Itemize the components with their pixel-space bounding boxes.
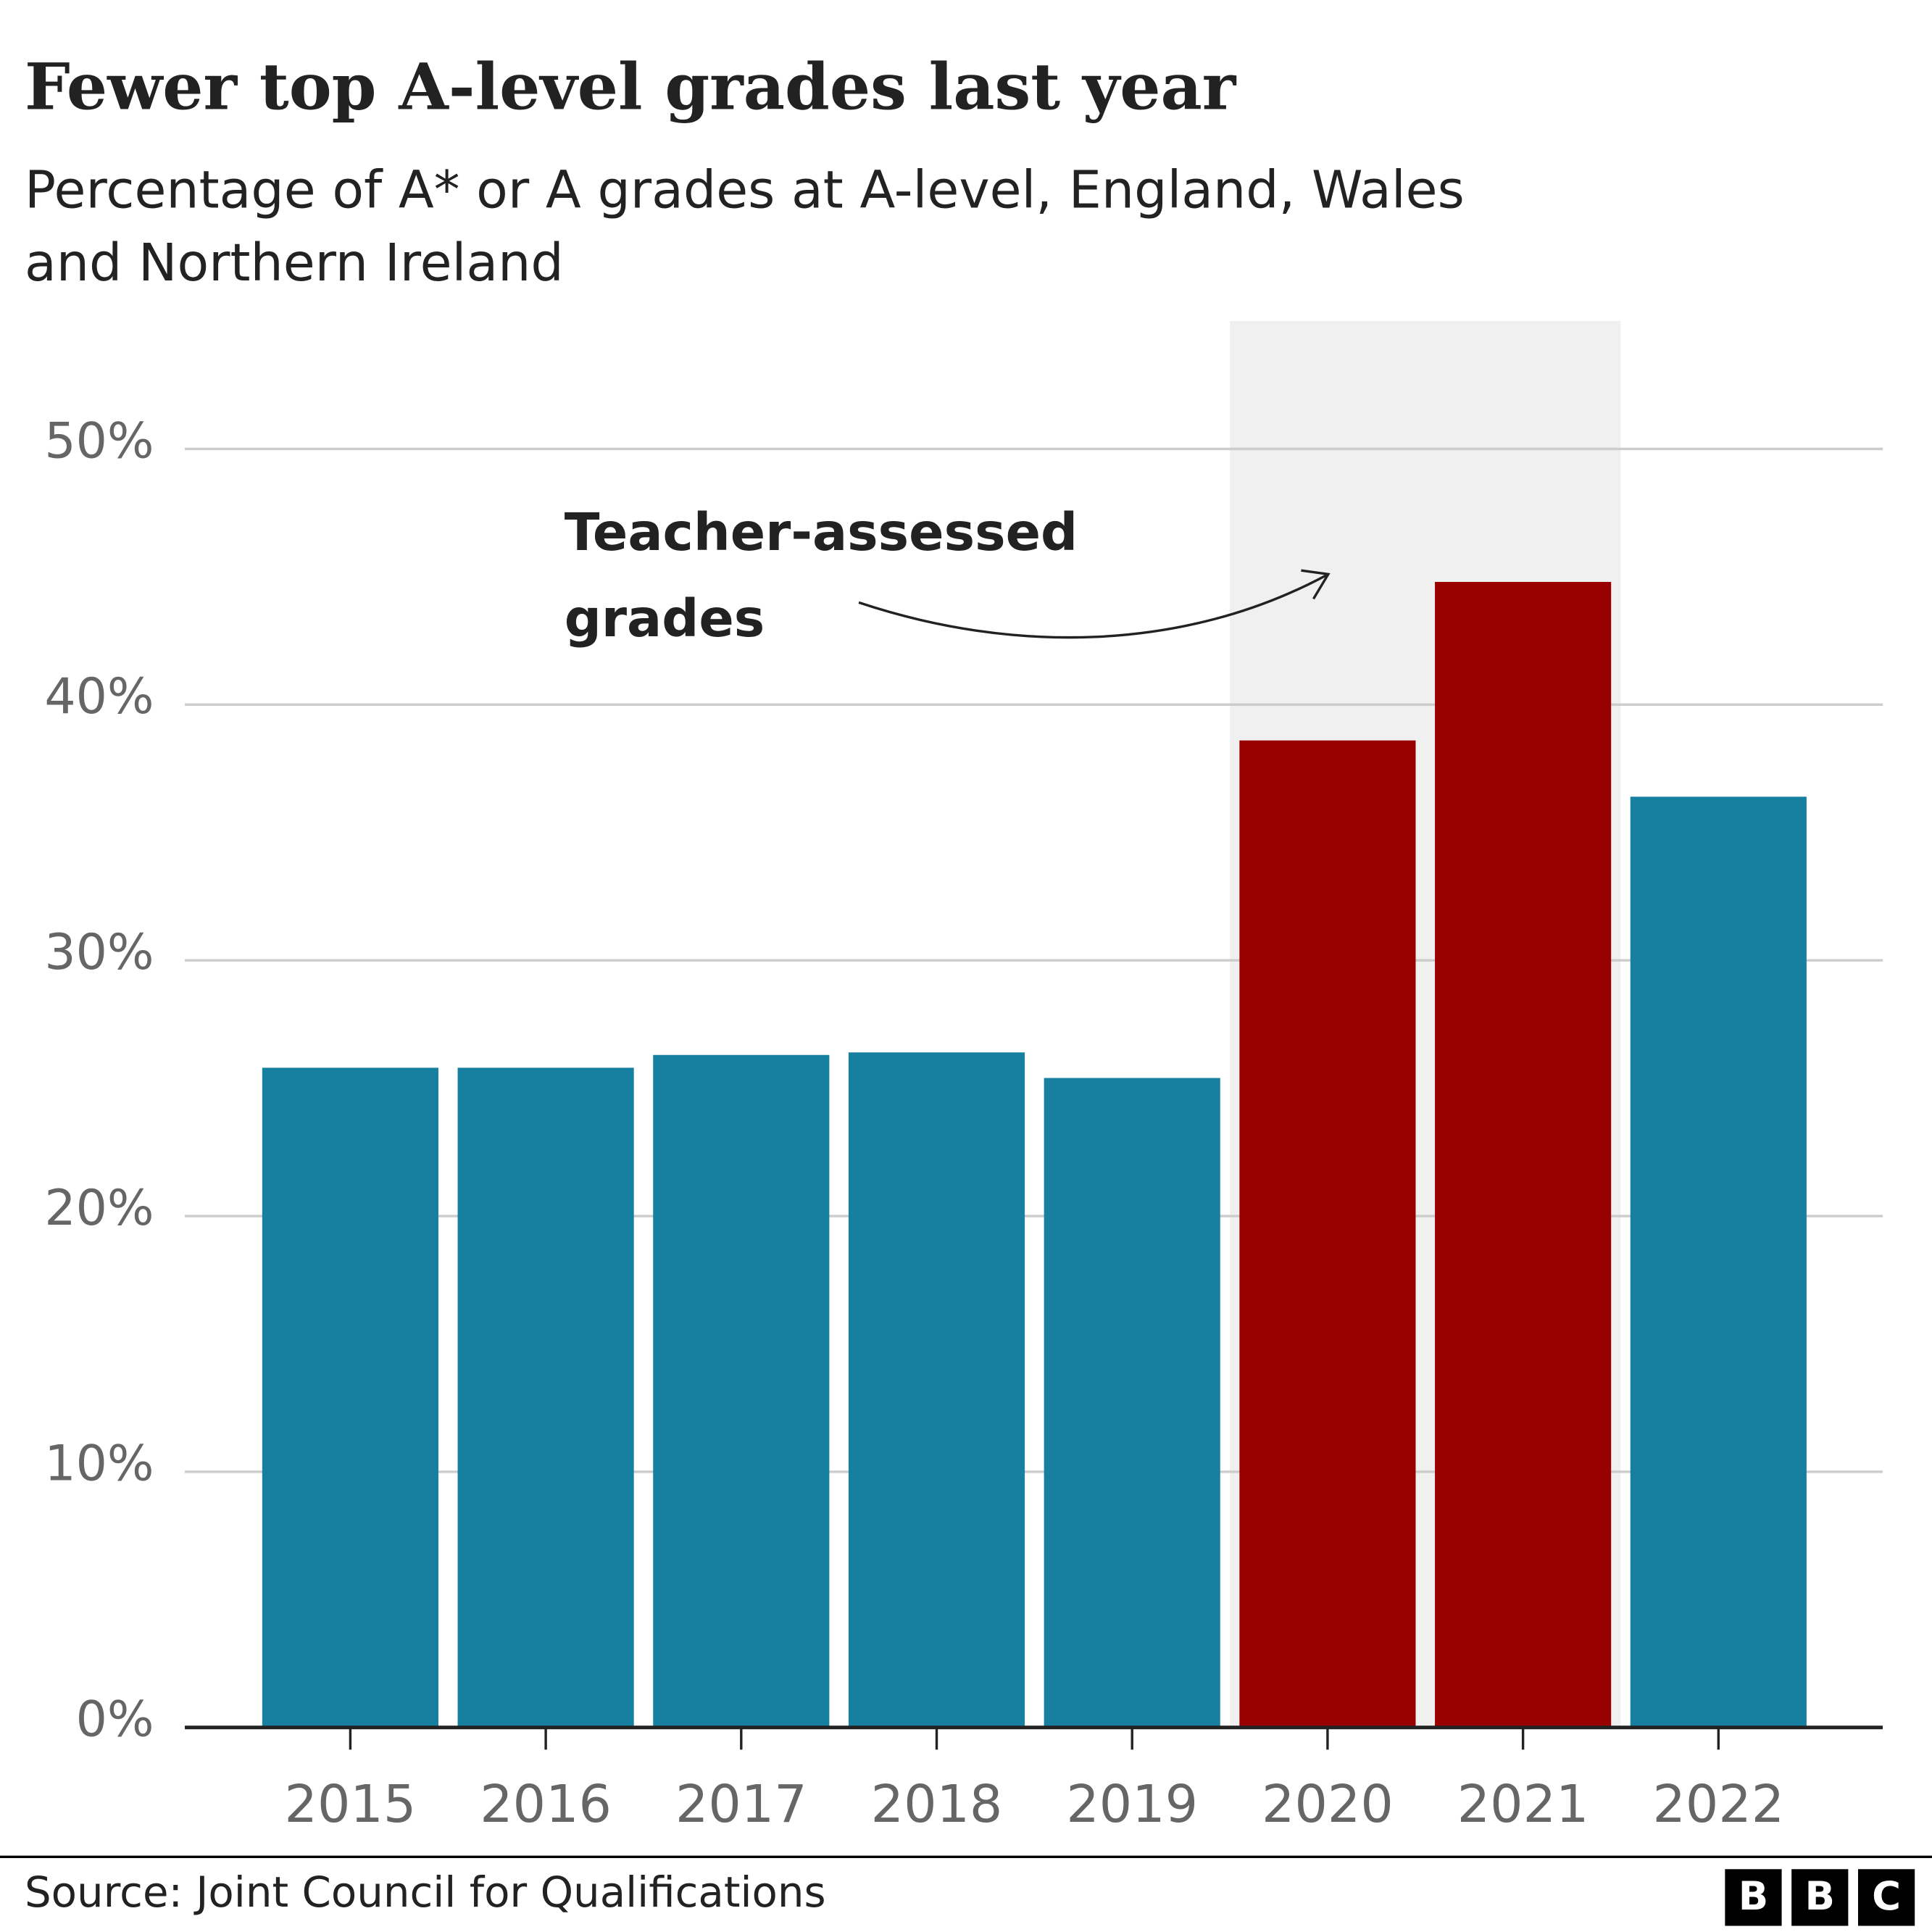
logo-letter: C [1872,1873,1901,1919]
logo-box [1857,1869,1915,1926]
plot: 0% 10% 20% 30% 40% 50% 2015 2016 2017 2018 2019 202… [44,321,1883,1834]
x-tick-label: 2019 [1066,1774,1198,1834]
bar [1239,740,1416,1728]
chart-subtitle: Percentage of A* or A grades at A-level,… [25,159,1465,220]
chart-subtitle: and Northern Ireland [25,233,564,293]
x-tick-label: 2022 [1652,1774,1784,1834]
annotation-text: Teacher-assessed [565,502,1078,562]
annotation-arrowhead [1301,569,1331,600]
annotation-text: grades [565,588,765,649]
source: Source: Joint Council for Qualifications [25,1868,826,1917]
bar [457,1067,634,1728]
x-tick-label: 2016 [480,1774,612,1834]
y-tick-label: 50% [44,412,154,470]
bar [848,1052,1025,1728]
x-tick-label: 2017 [675,1774,807,1834]
bar [1630,796,1807,1728]
chart-title: Fewer top A-level grades last year [25,49,1237,125]
bar [1044,1078,1220,1728]
x-tick-label: 2020 [1262,1774,1394,1834]
y-tick-label: 10% [44,1436,154,1493]
x-tick-label: 2015 [285,1774,417,1834]
annotation-arrow [858,572,1329,639]
bar [262,1067,438,1728]
y-tick-label: 20% [44,1180,154,1237]
x-tick-label: 2021 [1457,1774,1589,1834]
y-tick-label: 40% [44,668,154,725]
logo-box [1791,1869,1849,1926]
logo-letter: B [1739,1873,1768,1919]
y-tick-label: 0% [76,1691,154,1749]
y-tick-label: 30% [44,924,154,981]
logo-letter: B [1805,1873,1835,1919]
bar [1435,581,1612,1728]
x-tick-label: 2018 [871,1774,1003,1834]
bar [653,1054,830,1728]
logo-box [1725,1869,1782,1926]
